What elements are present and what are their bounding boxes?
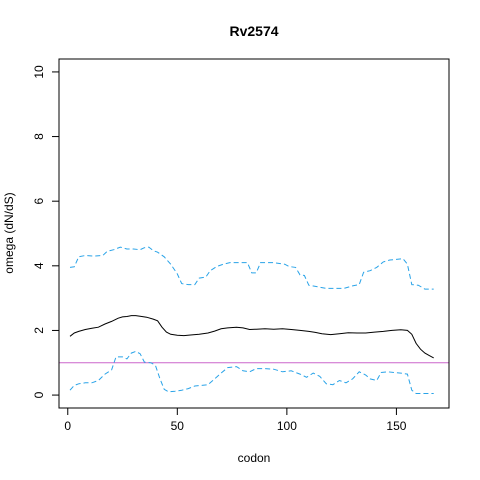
y-tick-label: 6 (32, 198, 46, 205)
series-line-lower (69, 350, 434, 394)
y-tick-label: 4 (32, 262, 46, 269)
series-line-upper (69, 246, 434, 290)
y-tick-label: 2 (32, 327, 46, 334)
x-tick-label: 0 (64, 419, 71, 433)
plot-frame (58, 58, 450, 409)
x-tick-label: 50 (171, 419, 185, 433)
y-axis-label: omega (dN/dS) (2, 192, 16, 273)
y-tick-label: 10 (32, 65, 46, 79)
y-tick-label: 0 (32, 391, 46, 398)
y-tick-label: 8 (32, 133, 46, 140)
plot-content (59, 246, 449, 394)
x-tick-label: 100 (277, 419, 297, 433)
series-line-estimate (69, 315, 434, 359)
x-tick-label: 150 (386, 419, 406, 433)
chart-title: Rv2574 (229, 23, 278, 39)
x-axis-label: codon (238, 451, 271, 465)
y-axis: 0 2 4 6 8 10 (32, 65, 60, 398)
x-axis: 0 50 100 150 (64, 407, 407, 433)
